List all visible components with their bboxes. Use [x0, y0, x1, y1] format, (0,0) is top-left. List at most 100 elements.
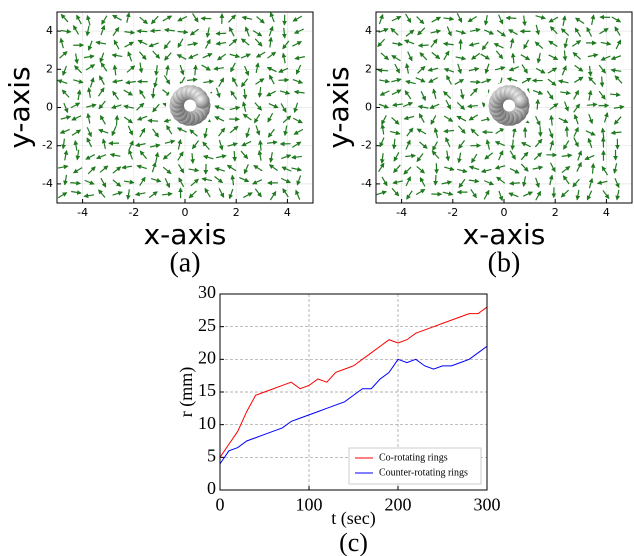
arrow [379, 137, 385, 148]
arrow [562, 50, 568, 62]
arrow [125, 12, 131, 23]
arrow [278, 67, 289, 73]
arrow [394, 63, 400, 74]
arrow [202, 141, 210, 151]
x-tick-label: -4 [77, 206, 88, 219]
arrow [294, 55, 305, 61]
arrow [98, 189, 106, 198]
arrow [587, 89, 593, 101]
arrow [165, 64, 170, 76]
arrow [57, 164, 69, 170]
arrow [214, 116, 225, 122]
x-tick-label: 4 [284, 206, 291, 219]
y-tick-label: 5 [207, 445, 216, 465]
arrow [433, 127, 439, 139]
arrow [577, 150, 583, 161]
arrow [379, 90, 390, 96]
arrow [456, 12, 463, 23]
arrow [214, 105, 225, 111]
arrow [255, 51, 266, 58]
arrow [60, 28, 72, 34]
arrow [95, 40, 107, 46]
arrow [573, 137, 579, 148]
arrow [603, 112, 609, 123]
arrow [470, 87, 478, 97]
arrow [404, 90, 412, 100]
arrow [232, 150, 238, 162]
arrow [295, 189, 301, 200]
arrow [148, 42, 159, 48]
arrow [470, 188, 477, 199]
arrow [178, 177, 185, 188]
arrow [417, 43, 429, 48]
torus-hole [184, 99, 196, 112]
arrow [87, 166, 96, 175]
arrow [573, 126, 579, 137]
arrow [162, 15, 173, 22]
arrow [585, 130, 596, 136]
x-axis-label: t (sec) [331, 508, 375, 529]
arrow [419, 52, 428, 61]
arrow [493, 43, 504, 49]
y-axis-label: y-axis [3, 66, 36, 148]
arrow [511, 126, 517, 138]
arrow [587, 53, 599, 58]
arrow [547, 78, 557, 86]
arrow [216, 154, 227, 159]
arrow [419, 176, 426, 187]
arrow [381, 176, 388, 187]
arrow [535, 15, 546, 20]
y-tick-label: -2 [361, 139, 372, 152]
arrow [381, 115, 387, 125]
arrow [498, 150, 504, 161]
y-tick-label: 0 [207, 478, 216, 498]
arrow [123, 104, 134, 110]
arrow [162, 152, 172, 160]
arrow [574, 64, 584, 72]
arrow [72, 25, 80, 35]
arrow [417, 104, 429, 110]
arrow [86, 14, 91, 26]
arrow [187, 41, 199, 47]
arrow [293, 128, 304, 135]
arrow [188, 190, 197, 199]
arrow [252, 30, 263, 37]
arrow [468, 67, 480, 72]
arrow [218, 139, 224, 151]
arrow [229, 105, 241, 111]
arrow [256, 16, 265, 24]
arrow [549, 103, 559, 111]
arrow [176, 127, 187, 133]
arrow [391, 116, 400, 125]
arrow [407, 51, 413, 62]
arrow [266, 66, 277, 73]
y-axis-label: r (mm) [176, 367, 197, 417]
arrow [139, 176, 146, 187]
arrow [445, 99, 452, 110]
arrow [575, 189, 581, 201]
arrow [163, 75, 171, 85]
arrow [147, 118, 159, 124]
arrow [126, 189, 131, 200]
arrow [109, 152, 121, 158]
arrow [113, 39, 120, 50]
arrow [283, 125, 289, 137]
arrow [139, 89, 146, 99]
arrow [520, 151, 529, 161]
arrow [177, 38, 184, 49]
arrow [59, 37, 65, 49]
arrow [152, 50, 161, 59]
arrow [241, 101, 247, 112]
arrow [533, 152, 543, 161]
arrow [138, 62, 144, 74]
arrow [204, 38, 211, 49]
arrow [63, 174, 68, 186]
arrow [215, 87, 221, 99]
arrow [60, 13, 69, 23]
arrow [100, 177, 107, 188]
arrow [505, 15, 517, 21]
arrow [269, 190, 277, 201]
arrow [405, 153, 416, 159]
arrow [112, 64, 118, 76]
